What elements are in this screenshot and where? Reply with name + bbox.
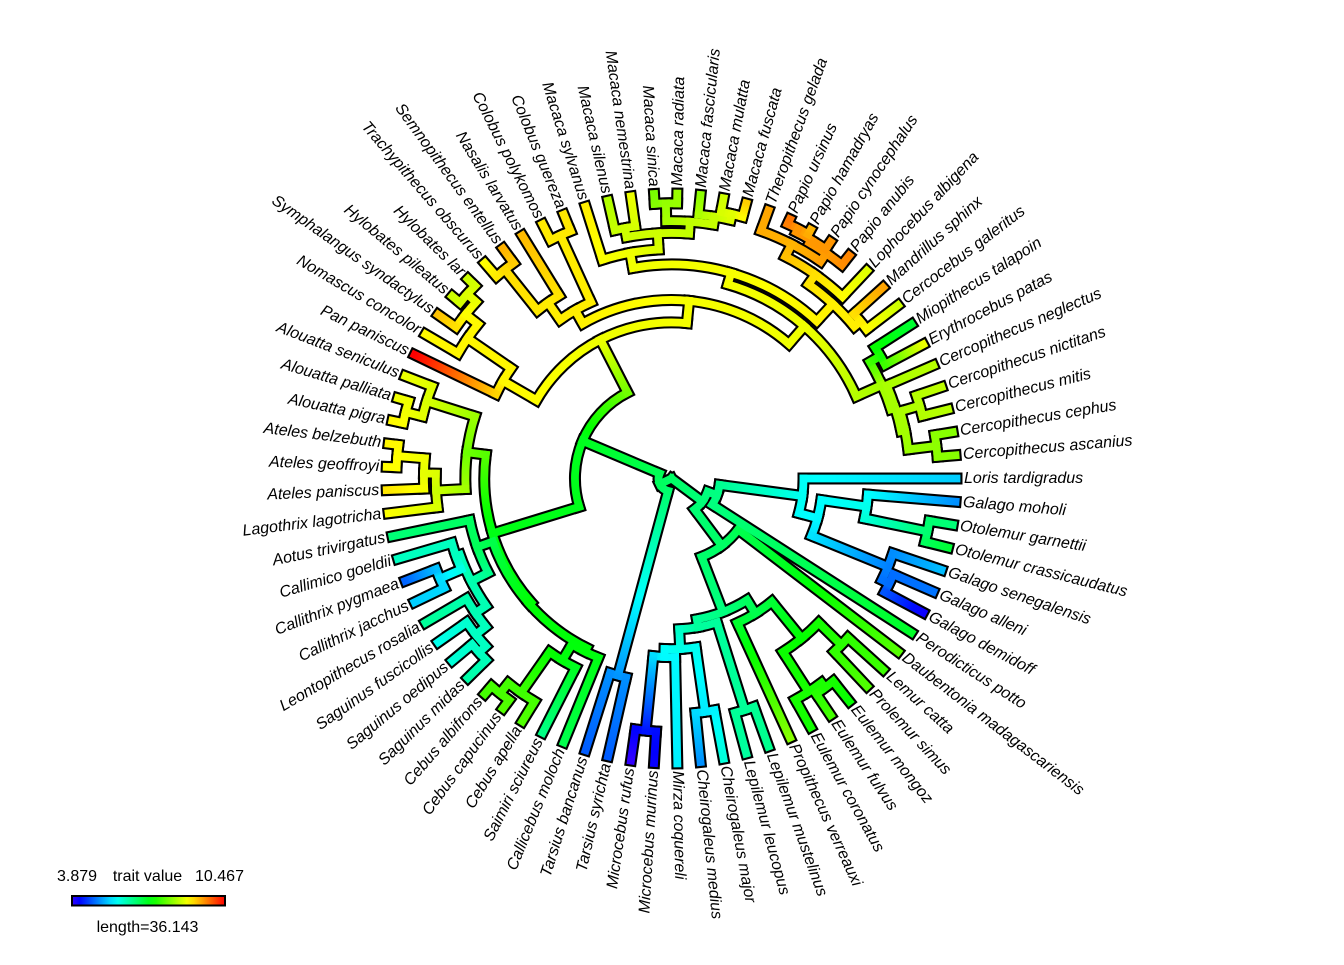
svg-text:Macaca radiata: Macaca radiata	[669, 76, 688, 186]
svg-text:length=36.143: length=36.143	[97, 919, 199, 936]
svg-text:3.879: 3.879	[57, 868, 97, 885]
svg-text:Loris tardigradus: Loris tardigradus	[964, 470, 1083, 487]
svg-text:Mirza coquereli: Mirza coquereli	[669, 771, 688, 880]
svg-text:trait value: trait value	[113, 868, 182, 885]
svg-text:10.467: 10.467	[195, 868, 244, 885]
